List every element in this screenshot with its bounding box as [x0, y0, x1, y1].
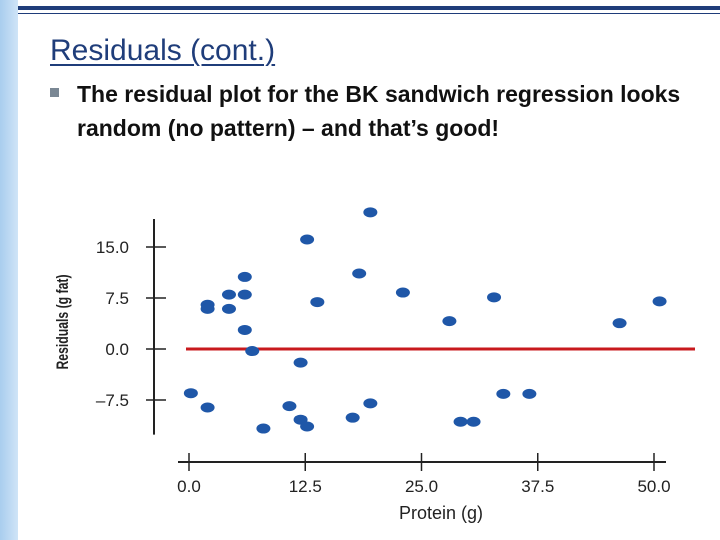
data-point	[345, 412, 360, 423]
data-point	[466, 416, 481, 427]
top-rule	[18, 6, 720, 10]
x-axis-label: Protein (g)	[399, 503, 483, 523]
data-point	[200, 402, 215, 413]
data-point	[442, 316, 457, 327]
data-point	[200, 303, 215, 314]
data-point	[183, 388, 198, 399]
y-tick-label: 7.5	[105, 289, 129, 308]
data-point	[221, 303, 236, 314]
bullet-text: The residual plot for the BK sandwich re…	[77, 81, 681, 141]
data-point	[363, 398, 378, 409]
data-point	[282, 401, 297, 412]
y-tick-label: –7.5	[96, 391, 129, 410]
left-accent-bar	[0, 0, 18, 540]
x-tick-label: 50.0	[637, 477, 670, 496]
data-point	[487, 292, 502, 303]
x-axis: 0.0 12.5 25.0 37.5 50.0	[177, 453, 671, 496]
x-tick-label: 12.5	[289, 477, 322, 496]
data-point	[237, 289, 252, 300]
y-axis-label: Residuals (g fat)	[54, 274, 72, 369]
slide-title: Residuals (cont.)	[50, 34, 276, 67]
data-point	[245, 346, 260, 357]
x-tick-label: 25.0	[405, 477, 438, 496]
data-points	[183, 207, 667, 434]
data-point	[496, 388, 511, 399]
data-point	[652, 296, 667, 307]
data-point	[310, 297, 325, 308]
data-point	[221, 289, 236, 300]
data-point	[612, 318, 627, 329]
bullet-marker	[50, 88, 59, 97]
x-tick-label: 37.5	[521, 477, 554, 496]
data-point	[300, 234, 315, 245]
data-point	[256, 423, 271, 434]
data-point	[453, 416, 468, 427]
data-point	[237, 271, 252, 282]
y-tick-label: 0.0	[105, 340, 129, 359]
y-tick-label: 15.0	[96, 238, 129, 257]
data-point	[300, 421, 315, 432]
data-point	[293, 357, 308, 368]
x-tick-label: 0.0	[177, 477, 201, 496]
data-point	[237, 324, 252, 335]
y-axis: 15.0 7.5 0.0 –7.5	[96, 219, 166, 435]
data-point	[522, 388, 537, 399]
data-point	[363, 207, 378, 218]
data-point	[352, 268, 367, 279]
top-rule-thin	[18, 13, 720, 14]
data-point	[395, 287, 410, 298]
